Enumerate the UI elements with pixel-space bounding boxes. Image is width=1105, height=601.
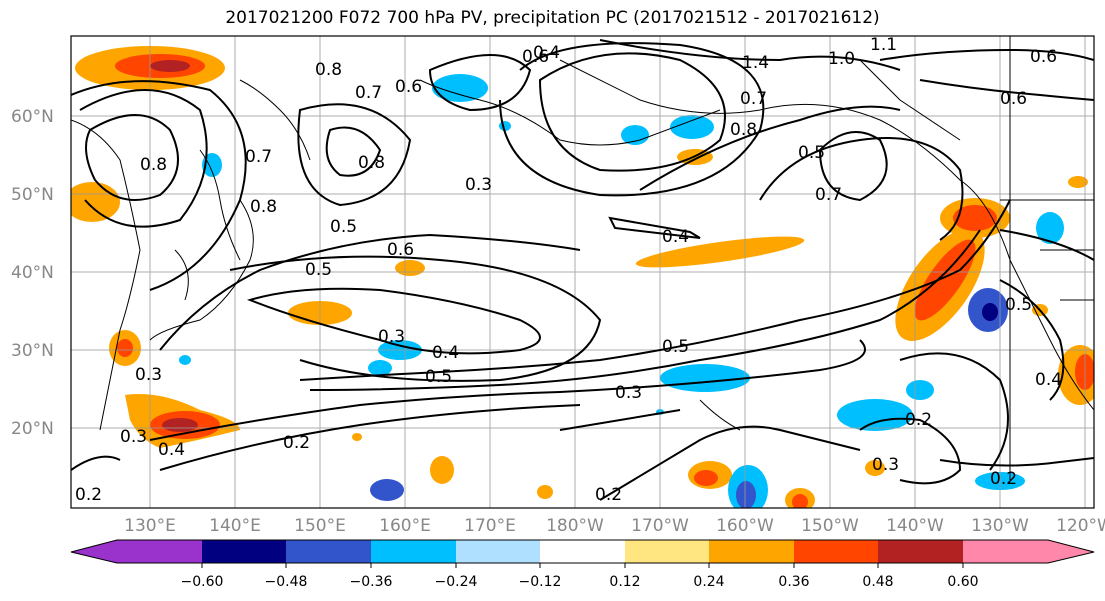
contour-label: 1.1 [870,35,897,55]
colorbar: −0.60 −0.48 −0.36 −0.24 −0.12 0.12 0.24 … [70,539,1095,590]
map-area [71,36,1094,508]
lon-label: 150°W [801,516,859,536]
colorbar-tick-label: 0.60 [947,574,978,590]
lon-label: 160°W [716,516,774,536]
lon-label: 140°E [209,516,261,536]
colorbar-segment [540,540,625,563]
contour-label: 0.8 [140,155,167,175]
colorbar-segment [371,540,456,563]
contour-label: 0.7 [355,83,382,103]
colorbar-outline [70,539,1095,564]
contour-label: 0.6 [1030,47,1057,67]
lat-label: 30°N [11,341,54,361]
contour-label: 0.3 [378,327,405,347]
colorbar-segment [794,540,878,563]
colorbar-tick-label: 0.24 [693,574,724,590]
contour-label: 0.8 [250,197,277,217]
contour-label: 0.2 [990,469,1017,489]
contour-label: 0.5 [305,260,332,280]
colorbar-segment [625,540,709,563]
colorbar-segment [963,540,1048,563]
precipitation-shading [71,46,1094,508]
colorbar-segment [117,540,202,563]
contour-label: 0.2 [283,433,310,453]
colorbar-segment [286,540,371,563]
contour-label: 0.3 [465,175,492,195]
lat-label: 60°N [11,107,54,127]
lat-label: 50°N [11,185,54,205]
colorbar-segment [456,540,540,563]
colorbar-tick-label: 0.36 [778,574,809,590]
lon-label: 120°W [1056,516,1105,536]
contour-label: 0.4 [533,43,560,63]
contour-label: 0.6 [395,77,422,97]
lon-label: 160°E [379,516,431,536]
colorbar-tick-label: −0.48 [265,574,308,590]
contour-label: 0.8 [730,120,757,140]
contour-label: 0.3 [135,365,162,385]
contour-label: 0.7 [815,185,842,205]
longitude-labels: 130°E 140°E 150°E 160°E 170°E 180°W 170°… [124,516,1105,536]
contour-label: 0.7 [245,147,272,167]
contour-label: 0.5 [1005,295,1032,315]
latitude-labels: 60°N 50°N 40°N 30°N 20°N [11,107,54,439]
colorbar-segment [878,540,963,563]
contour-label: 0.6 [387,240,414,260]
contour-label: 0.2 [905,410,932,430]
colorbar-segment [71,540,117,563]
contour-label: 0.8 [315,60,342,80]
pv-contours [71,39,1094,501]
lon-label: 140°W [886,516,944,536]
contour-label: 0.5 [662,337,689,357]
contour-label: 0.3 [872,455,899,475]
colorbar-tick-label: −0.12 [519,574,562,590]
contour-label: 0.6 [1000,89,1027,109]
contour-label: 0.5 [425,367,452,387]
lat-label: 40°N [11,263,54,283]
colorbar-tick-label: −0.60 [181,574,224,590]
lat-label: 20°N [11,419,54,439]
contour-label: 0.4 [432,343,459,363]
contour-label: 0.7 [740,89,767,109]
lon-label: 170°W [631,516,689,536]
contour-label: 0.2 [75,485,102,505]
lon-label: 150°E [294,516,346,536]
colorbar-tick-label: 0.48 [862,574,893,590]
contour-label: 0.3 [615,383,642,403]
colorbar-segment [1048,540,1094,563]
lon-label: 130°E [124,516,176,536]
contour-label: 1.0 [828,49,855,69]
contour-label: 0.4 [158,440,185,460]
contour-labels: 0.6 1.4 1.0 1.1 0.6 0.6 0.8 0.7 0.6 0.4 … [75,35,1062,505]
colorbar-segment [202,540,286,563]
colorbar-tick-label: −0.24 [435,574,478,590]
contour-label: 0.3 [120,427,147,447]
contour-label: 1.4 [742,53,769,73]
contour-label: 0.2 [595,485,622,505]
lon-label: 130°W [971,516,1029,536]
map-frame [70,35,1095,509]
contour-label: 0.4 [1035,370,1062,390]
coastlines [71,36,1094,480]
colorbar-tick-label: −0.36 [350,574,393,590]
contour-label: 0.8 [358,153,385,173]
colorbar-segment [709,540,794,563]
contour-label: 0.4 [662,227,689,247]
contour-label: 0.5 [798,143,825,163]
lon-label: 170°E [464,516,516,536]
contour-label: 0.5 [330,217,357,237]
lon-label: 180°W [546,516,604,536]
contour-label: 0.6 [522,47,549,67]
chart-title: 2017021200 F072 700 hPa PV, precipitatio… [225,8,880,28]
colorbar-tick-label: 0.12 [609,574,640,590]
